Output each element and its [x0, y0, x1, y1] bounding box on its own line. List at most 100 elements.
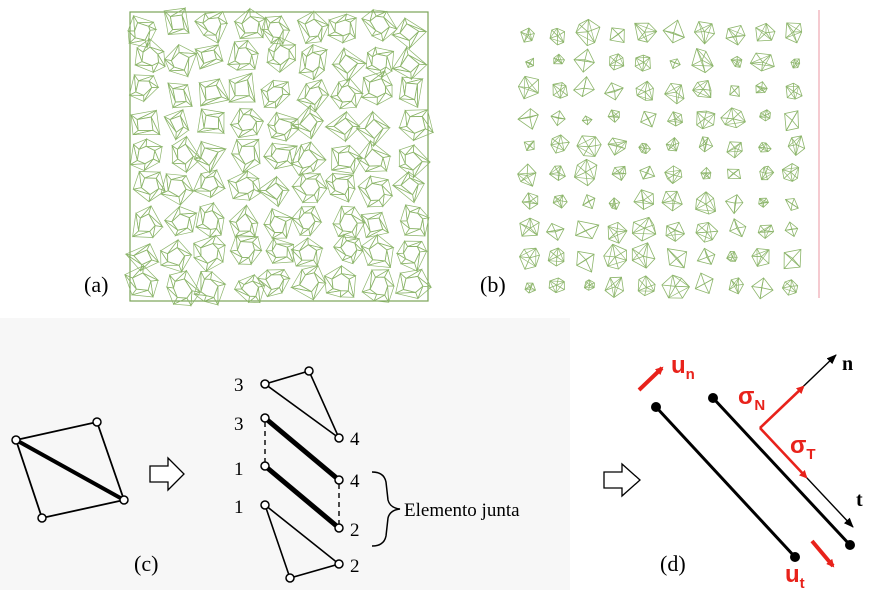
grain-edge — [616, 230, 628, 233]
grain-edge — [529, 254, 540, 259]
grain — [545, 222, 565, 241]
grain-outline — [524, 282, 537, 294]
grain-edge — [574, 176, 595, 180]
grain-edge — [614, 140, 627, 156]
panel-c-label: (c) — [134, 551, 158, 576]
grain-edge — [638, 146, 645, 149]
grain-edge — [695, 203, 707, 210]
grain-outline — [730, 55, 743, 68]
grain-edge — [782, 167, 799, 170]
grain-edge — [634, 23, 648, 43]
grain-edge — [761, 287, 774, 291]
sigmaT-label: σT — [790, 432, 816, 463]
grain-edge — [696, 111, 705, 120]
grain-edge — [672, 274, 690, 288]
grain — [637, 275, 656, 297]
grain-edge — [673, 19, 679, 33]
grain-edge — [634, 23, 645, 33]
grain — [607, 221, 628, 244]
grain-edge — [762, 54, 772, 63]
grain-outline — [698, 136, 714, 153]
grain-edge — [732, 256, 736, 262]
grain-edge — [667, 120, 683, 123]
mesh-grain-hole — [364, 182, 385, 201]
grain-edge — [585, 164, 598, 173]
grain-edge — [759, 225, 766, 231]
grain — [552, 194, 568, 209]
grain-edge — [708, 222, 713, 240]
mesh-cell — [233, 273, 266, 304]
joint-element-label: Elemento junta — [404, 500, 520, 521]
grain-edge — [614, 276, 622, 288]
grain — [730, 55, 743, 68]
mesh-grain-hole — [337, 151, 356, 168]
grain — [694, 272, 714, 295]
grain — [519, 217, 540, 237]
grain-edge — [644, 217, 650, 229]
grain-edge — [553, 200, 561, 204]
grain-edge — [528, 79, 539, 89]
mesh-cell — [331, 144, 364, 175]
grain-edge — [665, 230, 676, 237]
grain-edge — [554, 166, 559, 173]
grain — [520, 27, 535, 43]
grain-edge — [726, 256, 733, 259]
grain-edge — [555, 143, 560, 154]
mesh-grain-hole — [200, 147, 219, 167]
mesh-grain-hole — [238, 145, 256, 165]
grain-edge — [556, 281, 565, 286]
grain-edge — [674, 230, 676, 242]
grain-edge — [734, 202, 743, 204]
grain-edge — [734, 147, 743, 152]
grain-edge — [667, 118, 676, 122]
grain-edge — [558, 134, 562, 144]
grain-edge — [645, 87, 654, 93]
grain-edge — [705, 173, 711, 179]
grain-edge — [551, 29, 558, 37]
grain-edge — [553, 59, 559, 65]
grain-edge — [556, 28, 564, 43]
grain — [784, 110, 799, 132]
grain-edge — [666, 144, 677, 152]
grain-outline — [572, 75, 595, 98]
mesh-grain-hole — [274, 118, 292, 136]
grain-edge — [560, 85, 567, 91]
grain-edge — [702, 80, 709, 90]
grain-edge — [556, 118, 559, 126]
grain-edge — [633, 199, 644, 203]
grain — [665, 137, 680, 152]
grain-edge — [786, 22, 802, 33]
grain-edge — [637, 31, 657, 41]
mesh-grain-hole — [132, 249, 153, 266]
grain-edge — [585, 171, 595, 180]
grain-edge — [641, 228, 645, 242]
grain-edge — [611, 27, 619, 35]
grain-edge — [584, 48, 589, 60]
grain-edge — [526, 163, 529, 176]
mesh-cell — [159, 238, 193, 274]
interface-node — [845, 540, 855, 550]
grain-edge — [640, 189, 644, 201]
grain — [517, 163, 537, 187]
grain-edge — [644, 22, 649, 33]
grain-edge — [729, 141, 736, 149]
mesh-cell — [260, 79, 291, 110]
mesh-cell — [331, 46, 367, 83]
grain-edge — [736, 284, 744, 286]
grain — [695, 191, 717, 215]
grain-edge — [668, 275, 674, 298]
grain — [553, 53, 565, 65]
mesh-grain-hole — [241, 15, 260, 34]
grain-edge — [614, 145, 618, 156]
grain — [607, 109, 620, 123]
grain-edge — [646, 81, 653, 101]
grain — [700, 166, 712, 180]
mesh-grain-hole — [170, 51, 190, 71]
mesh-cell — [198, 77, 231, 107]
grain-edge — [581, 135, 589, 148]
node — [334, 475, 344, 485]
grain-edge — [550, 115, 566, 120]
grain-edge — [751, 249, 770, 257]
grain-edge — [792, 167, 799, 182]
